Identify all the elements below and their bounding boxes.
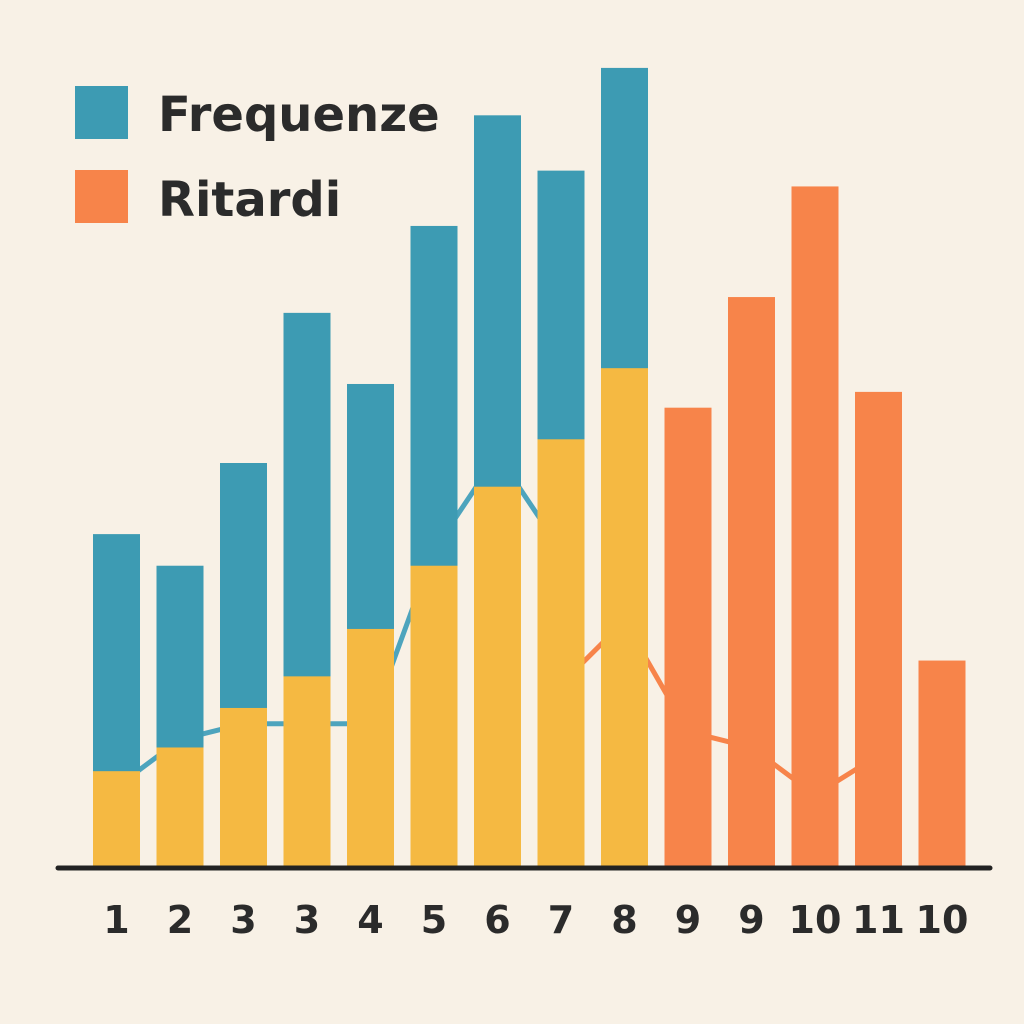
legend-label-ritardi: Ritardi <box>158 172 341 228</box>
bar-series2-cat3 <box>283 676 331 866</box>
x-tick-label: 7 <box>548 898 574 942</box>
bar-series2-cat5 <box>410 565 458 866</box>
x-tick-label: 3 <box>294 898 320 942</box>
bar-series2-cat4 <box>347 628 394 866</box>
bar-series1-cat9 <box>664 407 712 866</box>
legend-swatch-ritardi <box>75 170 128 223</box>
x-tick-label: 10 <box>789 898 842 942</box>
bar-series1-cat12 <box>855 391 902 866</box>
x-tick-label: 6 <box>484 898 510 942</box>
legend: Frequenze Ritardi <box>75 86 440 228</box>
x-tick-labels: 1 2 3 3 4 5 6 7 8 9 9 10 11 10 <box>103 898 968 942</box>
x-tick-label: 11 <box>852 898 905 942</box>
bar-series1-cat10 <box>728 297 775 866</box>
bar-series2-cat0 <box>93 771 140 866</box>
bar-series2-cat1 <box>156 747 204 866</box>
x-tick-label: 1 <box>103 898 129 942</box>
legend-swatch-frequenze <box>75 86 128 139</box>
legend-label-frequenze: Frequenze <box>158 87 440 143</box>
bar-series1-cat13 <box>918 660 966 866</box>
x-tick-label: 4 <box>357 898 383 942</box>
x-tick-label: 3 <box>230 898 256 942</box>
x-tick-label: 10 <box>916 898 969 942</box>
x-tick-label: 9 <box>738 898 764 942</box>
bar-series2-cat7 <box>537 439 585 866</box>
x-tick-label: 8 <box>611 898 637 942</box>
bar-series2-cat6 <box>474 486 521 866</box>
bar-series2-cat8 <box>601 368 648 866</box>
x-tick-label: 5 <box>421 898 447 942</box>
bars-layer <box>93 67 966 867</box>
bar-series1-cat11 <box>791 186 839 866</box>
x-tick-label: 2 <box>167 898 193 942</box>
bar-series2-cat2 <box>220 707 267 866</box>
x-tick-label: 9 <box>675 898 701 942</box>
